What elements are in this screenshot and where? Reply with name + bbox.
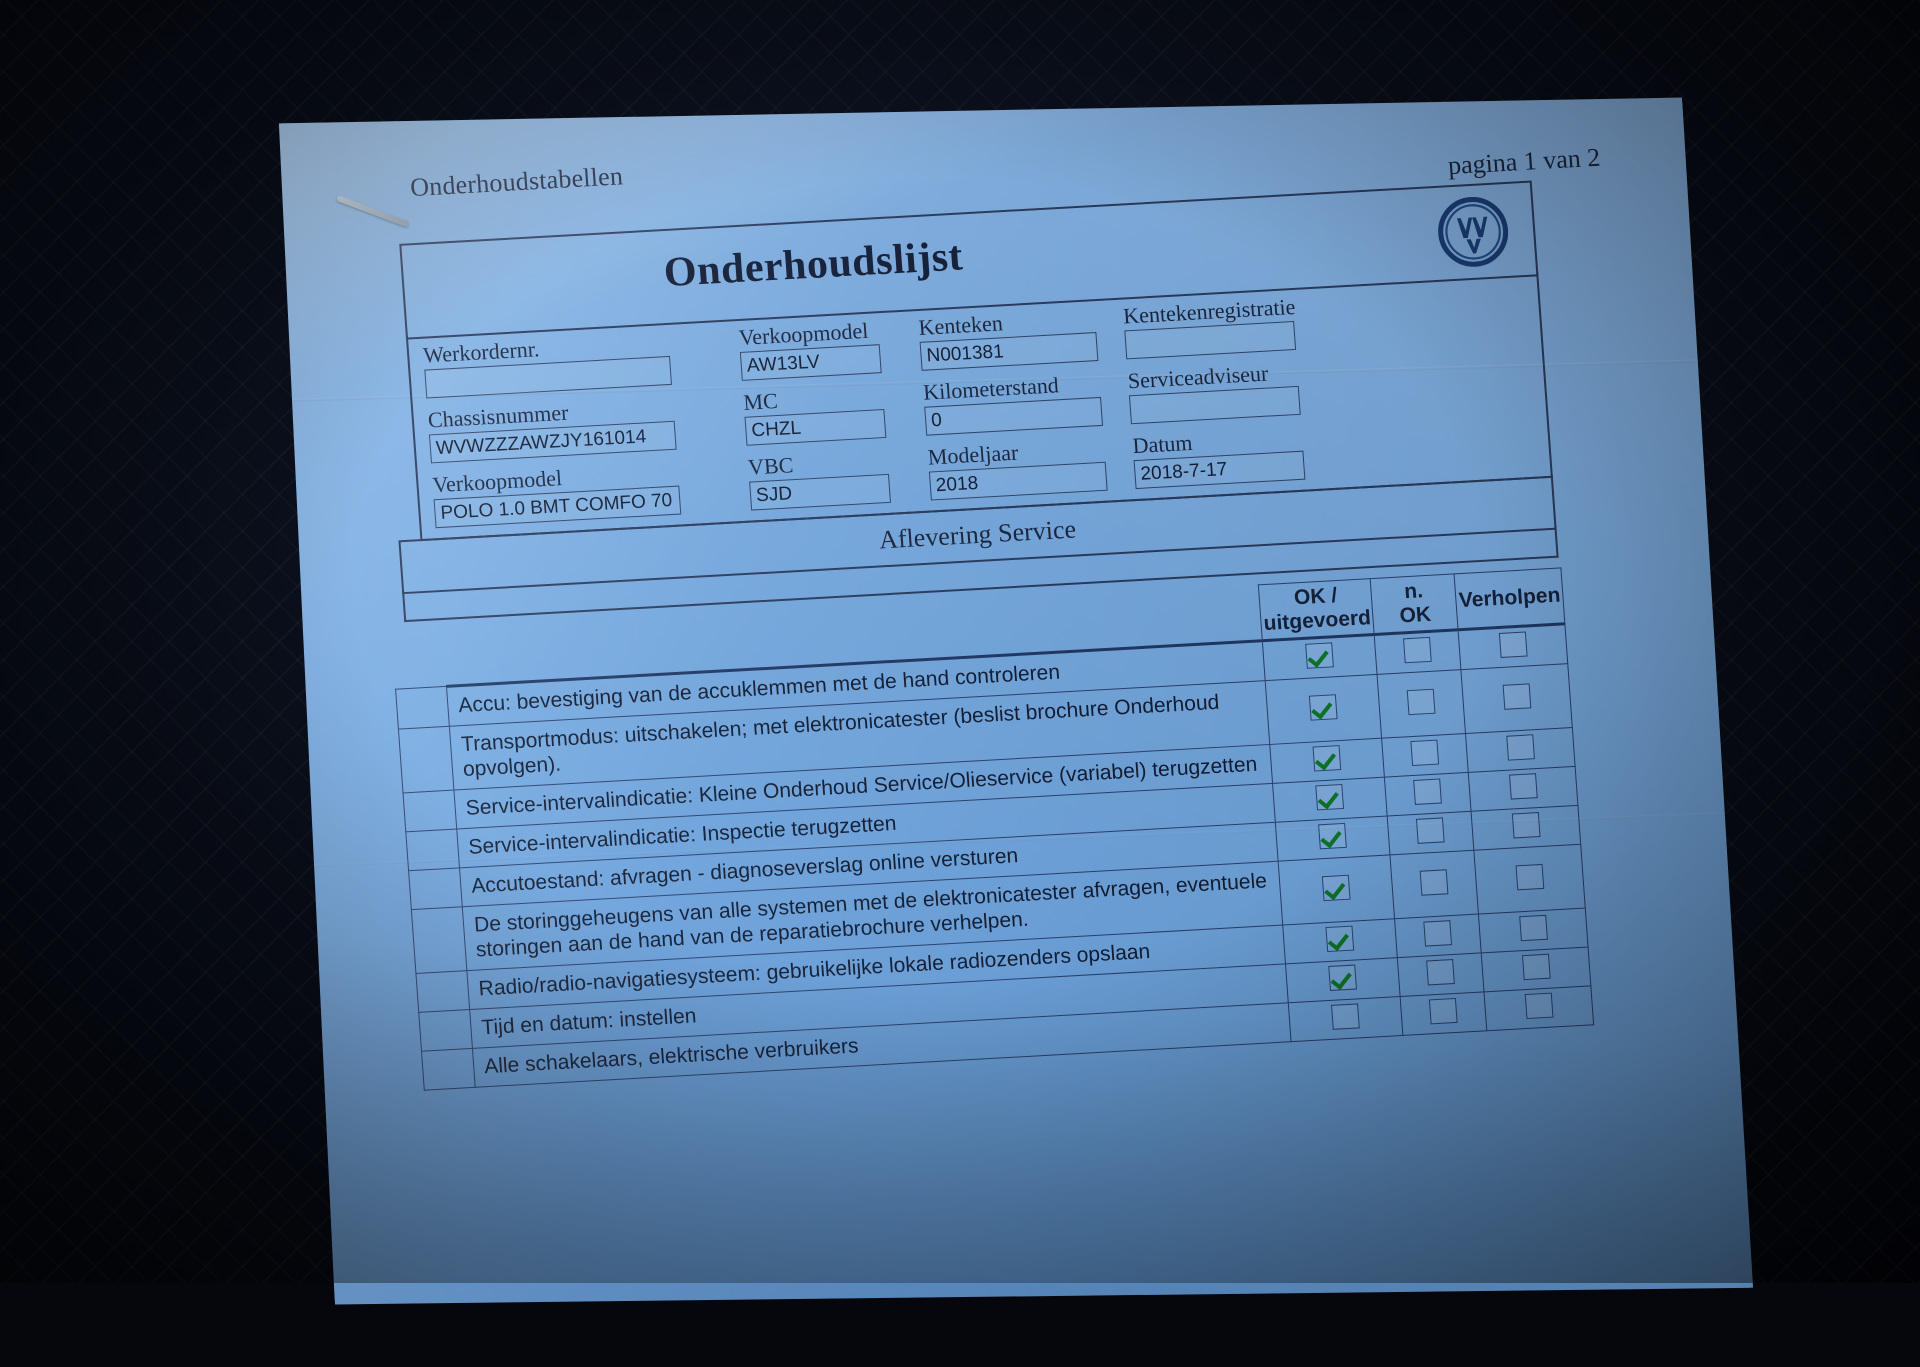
page-indicator: pagina 1 van 2 xyxy=(1446,142,1602,181)
checkbox-ok[interactable] xyxy=(1318,823,1347,849)
checkbox-not-ok-cell xyxy=(1382,733,1469,777)
checkbox-ok[interactable] xyxy=(1329,964,1358,990)
checkbox-ok[interactable] xyxy=(1326,926,1355,952)
checkbox-not-ok[interactable] xyxy=(1420,869,1449,895)
checkbox-not-ok[interactable] xyxy=(1414,778,1443,804)
checkbox-ok[interactable] xyxy=(1305,642,1334,668)
checkbox-ok-cell xyxy=(1283,919,1398,964)
checkbox-not-ok-cell xyxy=(1375,630,1462,675)
checkbox-ok-cell xyxy=(1288,997,1403,1042)
header-ok: OK / uitgevoerd xyxy=(1258,579,1374,641)
checkbox-verholpen-cell xyxy=(1479,908,1588,953)
checkbox-ok-cell xyxy=(1275,816,1390,861)
field-value[interactable]: SJD xyxy=(749,474,891,511)
field-column-4: Kentekenregistratie Serviceadviseur Datu… xyxy=(1122,292,1336,498)
row-marker-cell xyxy=(419,1010,473,1052)
document-header-label: Onderhoudstabellen xyxy=(409,161,624,203)
row-marker-cell xyxy=(409,868,463,910)
checkbox-not-ok[interactable] xyxy=(1427,959,1456,985)
volkswagen-logo xyxy=(1435,194,1512,270)
checkbox-not-ok[interactable] xyxy=(1424,920,1453,946)
checkbox-ok[interactable] xyxy=(1331,1003,1360,1029)
checkbox-not-ok-cell xyxy=(1388,811,1475,855)
checkbox-not-ok-cell xyxy=(1395,914,1482,958)
checkbox-verholpen-cell xyxy=(1469,766,1578,811)
field-kilometerstand: Kilometerstand 0 xyxy=(922,370,1101,436)
checkbox-not-ok-cell xyxy=(1377,670,1465,739)
header-not-ok: n. OK xyxy=(1371,574,1459,635)
checkbox-verholpen-cell xyxy=(1466,728,1575,773)
checkbox-ok-cell xyxy=(1286,958,1401,1003)
field-column-1: Werkordernr. Chassisnummer WVWZZZAWZJY16… xyxy=(422,329,686,537)
row-marker-cell xyxy=(396,686,450,729)
checkbox-ok-cell xyxy=(1273,777,1388,822)
field-werkordernr: Werkordernr. xyxy=(422,329,676,399)
field-chassisnummer: Chassisnummer WVWZZZAWZJY161014 xyxy=(427,394,681,464)
row-marker-cell xyxy=(422,1048,476,1090)
header-spacer xyxy=(392,630,447,689)
checkbox-verholpen-cell xyxy=(1459,624,1568,670)
checkbox-ok[interactable] xyxy=(1316,784,1345,810)
checkbox-not-ok-cell xyxy=(1390,850,1478,919)
checkbox-verholpen[interactable] xyxy=(1519,915,1548,941)
checkbox-ok[interactable] xyxy=(1309,694,1338,720)
row-marker-cell xyxy=(411,907,467,974)
checkbox-verholpen-cell xyxy=(1482,947,1591,992)
checklist-table: OK / uitgevoerd n. OK Verholpen Accu: be… xyxy=(391,567,1594,1090)
checkbox-verholpen[interactable] xyxy=(1499,632,1528,658)
field-column-3: Kenteken N001381 Kilometerstand 0 Modelj… xyxy=(918,305,1107,509)
checkbox-not-ok-cell xyxy=(1398,953,1485,997)
checkbox-verholpen[interactable] xyxy=(1515,863,1544,889)
field-mc: MC CHZL xyxy=(743,381,907,446)
checkbox-not-ok[interactable] xyxy=(1407,688,1436,714)
checkbox-not-ok[interactable] xyxy=(1416,817,1445,843)
checkbox-verholpen-cell xyxy=(1474,844,1585,914)
checkbox-verholpen[interactable] xyxy=(1509,773,1538,799)
field-value[interactable]: CHZL xyxy=(744,409,886,446)
checkbox-not-ok-cell xyxy=(1385,772,1472,816)
checkbox-ok-cell xyxy=(1265,674,1382,744)
row-marker-cell xyxy=(406,829,460,871)
row-marker-cell xyxy=(403,790,457,832)
checkbox-verholpen-cell xyxy=(1484,986,1593,1031)
checkbox-verholpen-cell xyxy=(1472,805,1581,850)
field-kenteken: Kenteken N001381 xyxy=(918,305,1097,371)
checkbox-verholpen[interactable] xyxy=(1512,812,1541,838)
checkbox-verholpen[interactable] xyxy=(1506,734,1535,760)
checkbox-ok[interactable] xyxy=(1313,745,1342,771)
field-column-2: Verkoopmodel AW13LV MC CHZL VBC SJD xyxy=(738,316,912,519)
checkbox-ok[interactable] xyxy=(1322,874,1351,900)
field-datum: Datum 2018-7-17 xyxy=(1132,422,1336,489)
field-serviceadviseur: Serviceadviseur xyxy=(1127,357,1331,424)
row-marker-cell xyxy=(398,726,454,793)
checkbox-verholpen[interactable] xyxy=(1524,993,1553,1019)
field-value[interactable]: AW13LV xyxy=(740,344,882,381)
checkbox-verholpen-cell xyxy=(1461,664,1572,734)
field-kentekenregistratie: Kentekenregistratie xyxy=(1122,292,1326,359)
field-verkoopmodel-name: Verkoopmodel POLO 1.0 BMT COMFO 70 xyxy=(432,458,686,528)
checkbox-verholpen[interactable] xyxy=(1502,683,1531,709)
paper-sheet: Onderhoudstabellen pagina 1 van 2 Onderh… xyxy=(250,40,1767,1367)
checkbox-not-ok-cell xyxy=(1401,992,1488,1036)
checkbox-ok-cell xyxy=(1278,855,1395,925)
checkbox-verholpen[interactable] xyxy=(1522,954,1551,980)
header-verholpen: Verholpen xyxy=(1455,568,1565,630)
checkbox-not-ok[interactable] xyxy=(1411,740,1440,766)
field-verkoopmodel-code: Verkoopmodel AW13LV xyxy=(738,316,902,381)
field-vbc: VBC SJD xyxy=(747,446,911,511)
checkbox-ok-cell xyxy=(1262,634,1377,680)
staple-icon xyxy=(336,195,410,228)
field-modeljaar: Modeljaar 2018 xyxy=(927,435,1106,501)
checkbox-ok-cell xyxy=(1270,738,1385,783)
row-marker-cell xyxy=(416,971,470,1013)
checkbox-not-ok[interactable] xyxy=(1429,998,1458,1024)
checkbox-not-ok[interactable] xyxy=(1403,637,1432,663)
page-title: Onderhoudslijst xyxy=(662,233,965,297)
